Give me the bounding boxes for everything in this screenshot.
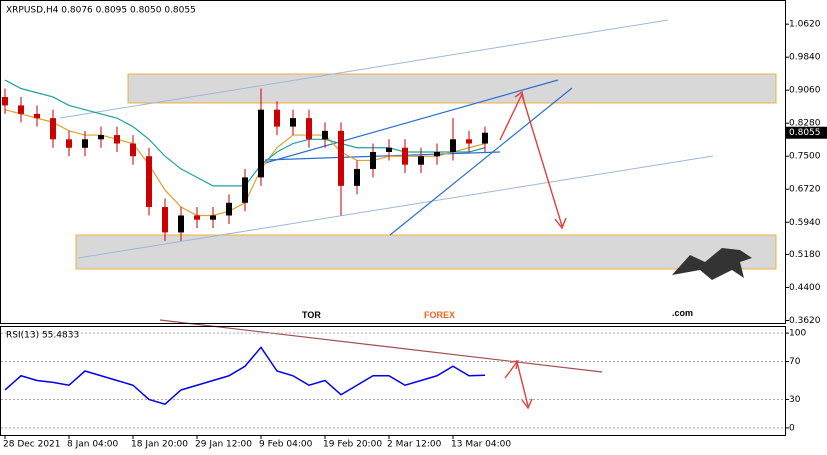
rsi-forecast-arrow xyxy=(504,360,533,410)
candle-body xyxy=(2,96,8,106)
symbol-header: XRPUSD,H4 0.8076 0.8095 0.8050 0.8055 xyxy=(6,6,196,16)
support-zone xyxy=(75,234,777,270)
arrows xyxy=(499,90,567,410)
y-tick-label: 0.8280 xyxy=(789,119,821,129)
y-tick-label: 0.6720 xyxy=(789,185,821,195)
price-frame xyxy=(0,0,786,324)
rsi-header: RSI(13) 55.4833 xyxy=(6,331,79,341)
candle-body xyxy=(290,118,296,127)
candle-body xyxy=(274,109,280,127)
candle-body xyxy=(450,139,456,152)
y-tick-label: 70 xyxy=(789,357,801,367)
watermark-text: TOR xyxy=(302,310,321,320)
x-tick-label: 2 Mar 12:00 xyxy=(387,440,442,450)
x-tick-label: 13 Mar 04:00 xyxy=(451,440,511,450)
y-tick-label: 100 xyxy=(789,329,806,339)
y-tick-label: 0.7500 xyxy=(789,152,821,162)
candle-body xyxy=(82,139,88,148)
y-tick-label: 0.3620 xyxy=(789,316,821,326)
watermark-text: FOREX xyxy=(424,310,455,320)
candle-body xyxy=(370,151,376,169)
candle-body xyxy=(242,177,248,203)
x-tick-label: 29 Jan 12:00 xyxy=(195,440,252,450)
candle-body xyxy=(210,215,216,220)
candle-body xyxy=(50,118,56,140)
bull-icon xyxy=(672,248,752,280)
candle-body xyxy=(418,156,424,165)
candle-body xyxy=(386,147,392,152)
watermark-text: .com xyxy=(672,308,693,318)
rsi-trend-line xyxy=(159,319,603,373)
candle-body xyxy=(482,132,488,144)
x-tick-label: 9 Feb 04:00 xyxy=(259,440,313,450)
resistance-zone xyxy=(127,73,777,104)
candle-body xyxy=(18,105,24,114)
forecast-arrow xyxy=(499,90,567,230)
x-tick-label: 18 Jan 20:00 xyxy=(131,440,188,450)
wedge-upper xyxy=(264,79,559,164)
watermark: TOR FOREX .com xyxy=(302,248,752,320)
y-tick-label: 0.5180 xyxy=(789,250,821,260)
y-tick-label: 0.9060 xyxy=(789,86,821,96)
candle-body xyxy=(130,143,136,157)
last-price-box xyxy=(786,126,827,139)
candle-body xyxy=(114,135,120,144)
x-tick-label: 8 Jan 04:00 xyxy=(67,440,119,450)
trend-line xyxy=(389,87,573,236)
candle-body xyxy=(66,139,72,148)
channel-upper xyxy=(59,19,669,119)
candle-body xyxy=(466,139,472,144)
candle-body xyxy=(146,156,152,208)
candle-body xyxy=(178,215,184,233)
candle-body xyxy=(306,118,312,140)
y-tick-label: 1.0620 xyxy=(789,20,821,30)
last-price-label: 0.8055 xyxy=(789,128,821,138)
candle-body xyxy=(258,109,264,178)
y-tick-label: 30 xyxy=(789,395,801,405)
y-tick-label: 0.4400 xyxy=(789,283,821,293)
y-tick-label: 0.5940 xyxy=(789,218,821,228)
candle-body xyxy=(354,168,360,186)
y-tick-label: 0 xyxy=(789,423,795,433)
candle-body xyxy=(434,151,440,157)
candle-body xyxy=(162,207,168,233)
candle-body xyxy=(322,130,328,140)
candle-body xyxy=(338,130,344,186)
x-tick-label: 19 Feb 20:00 xyxy=(323,440,382,450)
candle-body xyxy=(34,113,40,119)
rsi-frame xyxy=(0,326,786,436)
drawings xyxy=(59,19,777,373)
plots xyxy=(1,79,785,429)
candle-body xyxy=(194,215,200,220)
y-tick-label: 0.9840 xyxy=(789,53,821,63)
wedge-lower xyxy=(264,151,501,161)
channel-lower xyxy=(77,155,714,259)
candle-body xyxy=(98,135,104,140)
x-tick-label: 28 Dec 2021 xyxy=(3,440,61,450)
candle-body xyxy=(402,147,408,165)
rsi-line xyxy=(4,346,486,406)
candle-body xyxy=(226,202,232,216)
